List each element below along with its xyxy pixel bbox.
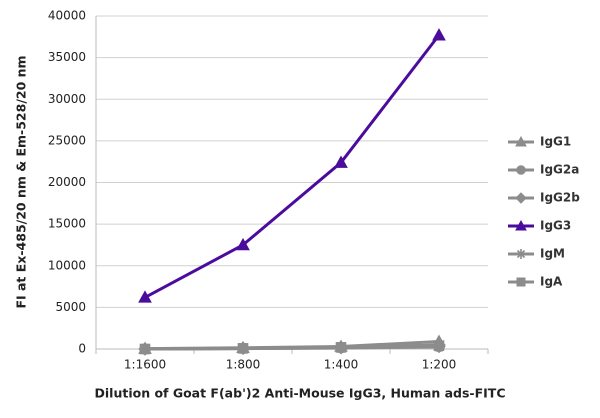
y-tick-label: 20000 (48, 175, 86, 189)
marker (516, 277, 526, 287)
x-tick-label: 1:1600 (124, 358, 166, 372)
legend-label: IgG2b (540, 191, 580, 205)
legend-label: IgG1 (540, 135, 571, 149)
x-tick-label: 1:400 (324, 358, 359, 372)
series-line (144, 344, 440, 351)
y-tick-label: 40000 (48, 9, 86, 23)
marker (139, 343, 151, 355)
marker (516, 165, 526, 175)
x-axis-title: Dilution of Goat F(ab')2 Anti-Mouse IgG3… (95, 386, 506, 401)
marker (432, 28, 446, 41)
y-tick-label: 0 (78, 342, 86, 356)
marker (237, 343, 249, 354)
y-tick-label: 15000 (48, 217, 86, 231)
marker (433, 340, 445, 351)
marker (236, 237, 250, 251)
series-line (144, 34, 441, 299)
legend-label: IgM (540, 247, 565, 261)
marker (516, 249, 526, 259)
marker (515, 135, 527, 147)
x-tick-label: 1:800 (226, 358, 261, 372)
y-tick-label: 30000 (48, 92, 86, 106)
legend-label: IgG2a (540, 163, 579, 177)
y-tick-label: 35000 (48, 50, 86, 64)
y-tick-label: 25000 (48, 133, 86, 147)
marker (335, 342, 347, 353)
y-tick-label: 5000 (55, 300, 86, 314)
marker (334, 155, 348, 168)
y-axis-title: FI at Ex-485/20 nm & Em-528/20 nm (14, 55, 29, 308)
marker (515, 192, 527, 204)
marker (138, 290, 152, 303)
marker (515, 219, 527, 231)
y-tick-label: 10000 (48, 258, 86, 272)
legend-label: IgG3 (540, 219, 571, 233)
x-tick-label: 1:200 (422, 358, 457, 372)
legend-label: IgA (540, 275, 563, 289)
